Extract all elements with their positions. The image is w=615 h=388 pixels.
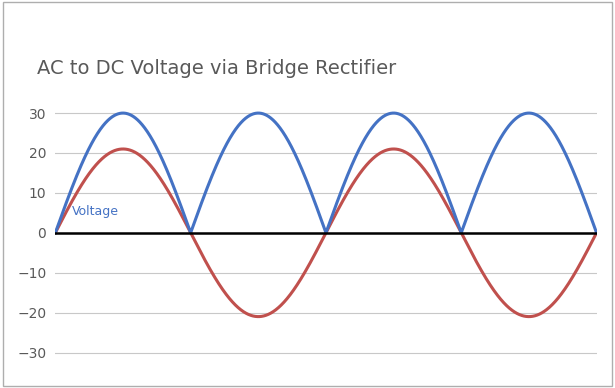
Text: Voltage: Voltage [71,205,119,218]
Text: AC to DC Voltage via Bridge Rectifier: AC to DC Voltage via Bridge Rectifier [37,59,396,78]
